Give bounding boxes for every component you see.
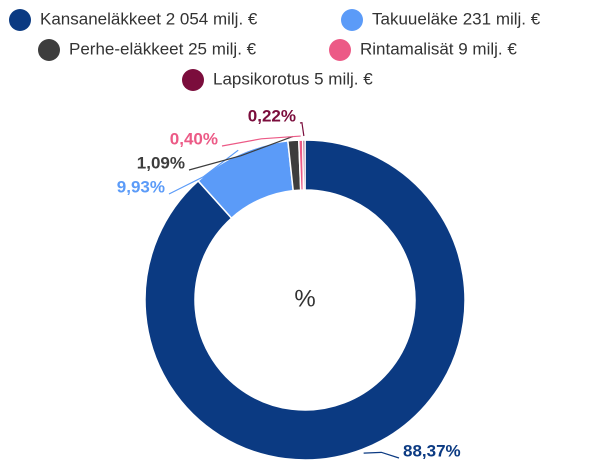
legend-label: Takuueläke 231 milj. € [372,9,541,28]
center-label: % [294,285,315,312]
legend-label: Rintamalisät 9 milj. € [360,39,517,58]
leader-line [299,122,305,137]
value-label: 88,37% [403,441,461,460]
legend-label: Lapsikorotus 5 milj. € [213,69,373,88]
value-label: 9,93% [117,177,165,196]
legend-marker [182,69,204,91]
slice [144,139,466,461]
legend-marker [38,39,60,61]
leader-line [168,149,239,195]
legend: Kansaneläkkeet 2 054 milj. € Takuueläke … [9,9,541,91]
leader-line [188,135,294,171]
value-label: 0,22% [248,106,296,125]
value-label: 0,40% [170,129,218,148]
value-label: 1,09% [137,153,185,172]
legend-marker [9,9,31,31]
legend-label: Perhe-eläkkeet 25 milj. € [69,39,257,58]
slice [302,139,306,191]
legend-label: Kansaneläkkeet 2 054 milj. € [40,9,258,28]
leader-line [221,135,301,147]
legend-marker [341,9,363,31]
leader-line [363,451,400,459]
legend-marker [329,39,351,61]
